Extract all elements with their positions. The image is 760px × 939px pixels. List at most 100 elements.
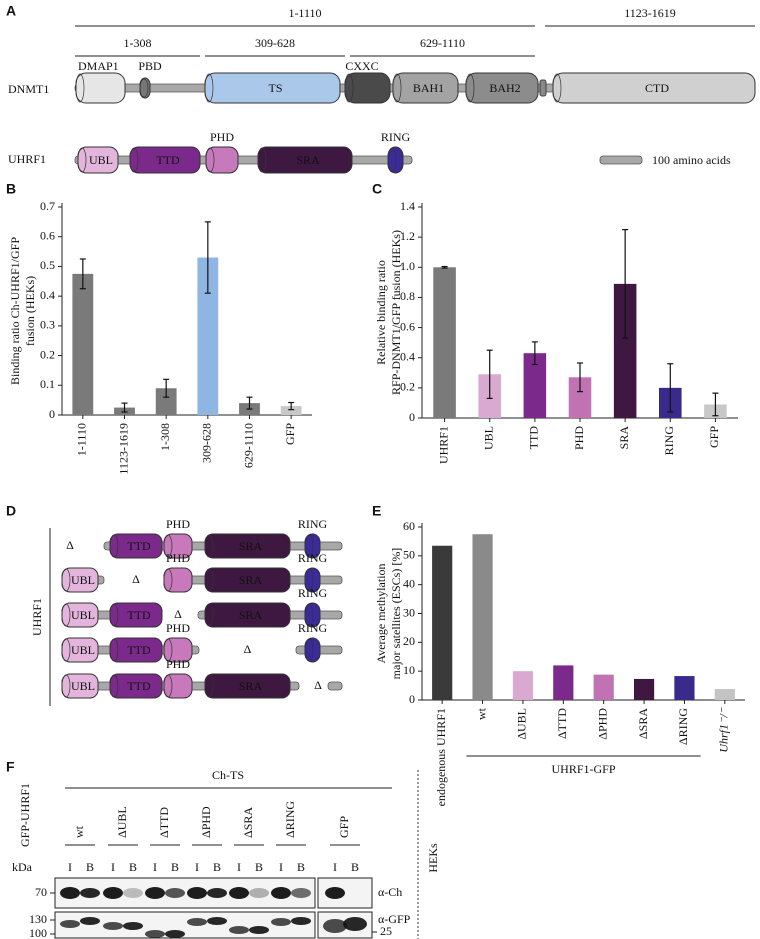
domain-end	[163, 568, 173, 592]
fraction-label: I	[195, 860, 199, 874]
x-tick-label: ΔUBL	[515, 708, 529, 740]
band	[229, 926, 249, 934]
antibody-label: α-Ch	[378, 885, 402, 899]
domain-label: SRA	[239, 573, 263, 587]
band	[187, 887, 207, 899]
panel-label: C	[372, 181, 382, 197]
domain-end	[61, 568, 71, 592]
marker-label: 25	[380, 924, 392, 938]
domain-label: SRA	[239, 679, 263, 693]
domain-end	[304, 603, 314, 627]
bar	[674, 676, 695, 700]
y-tick-label: 0	[409, 410, 415, 424]
deletion-mark: Δ	[132, 572, 140, 586]
bar	[593, 674, 614, 700]
x-tick-label: ΔTTD	[555, 708, 569, 739]
domain-label: CTD	[645, 81, 669, 95]
band	[249, 888, 269, 898]
band	[165, 888, 185, 898]
y-tick-label: 0.3	[40, 318, 55, 332]
bar	[512, 671, 534, 700]
lane-label: ΔUBL	[115, 806, 129, 838]
band	[145, 887, 165, 899]
bar	[613, 283, 637, 418]
range-label: 1123-1619	[624, 6, 676, 20]
band	[80, 917, 100, 925]
band	[123, 922, 143, 930]
domain-label: PHD	[166, 657, 190, 671]
domain-label: TS	[268, 81, 282, 95]
domain-end	[304, 534, 314, 558]
y-tick-label: 0	[409, 692, 415, 706]
antibody-label: α-GFP	[378, 912, 411, 926]
band	[187, 918, 207, 926]
domain-end	[61, 638, 71, 662]
panel-label: A	[6, 3, 16, 19]
domain-label: UBL	[71, 643, 95, 657]
bar	[553, 665, 574, 700]
domain-label: CXXC	[345, 59, 378, 73]
band	[291, 917, 311, 925]
x-tick-label: ΔPHD	[595, 708, 609, 740]
domain	[163, 673, 193, 699]
fraction-label: I	[333, 860, 337, 874]
y-tick-label: 50	[403, 548, 415, 562]
y-tick-label: 60	[403, 519, 415, 533]
x-tick-label: PHD	[572, 426, 586, 450]
bar	[197, 257, 219, 415]
y-tick-label: 0.2	[400, 380, 415, 394]
y-tick-label: 0.4	[40, 288, 55, 302]
protein-label: DNMT1	[8, 82, 49, 96]
x-tick-label: 1-1110	[75, 423, 89, 456]
domain-label: PHD	[166, 551, 190, 565]
band	[145, 930, 165, 938]
domain-end	[204, 568, 214, 592]
band	[165, 930, 185, 938]
band	[207, 888, 227, 898]
fraction-label: B	[255, 860, 263, 874]
bar	[714, 689, 735, 700]
fraction-label: B	[297, 860, 305, 874]
bar	[568, 377, 592, 418]
y-tick-label: 0.1	[40, 377, 55, 391]
domain-label: BAH2	[489, 81, 520, 95]
domain-end	[204, 603, 214, 627]
domain-label: RING	[298, 586, 328, 600]
band	[325, 887, 345, 899]
deletion-mark: Δ	[244, 642, 252, 656]
domain-end	[344, 73, 354, 103]
domain-end	[465, 73, 475, 103]
linker	[74, 155, 413, 165]
lane-label: ΔPHD	[199, 806, 213, 838]
domain-end	[61, 674, 71, 698]
y-tick-label: 10	[403, 663, 415, 677]
domain	[387, 146, 404, 174]
bar	[280, 406, 302, 415]
domain-end	[109, 603, 119, 627]
fraction-label: B	[213, 860, 221, 874]
band	[249, 926, 269, 934]
band	[229, 887, 249, 899]
domain-end	[304, 568, 314, 592]
fraction-label: I	[279, 860, 283, 874]
domain-end	[392, 73, 402, 103]
domain-label: UBL	[71, 679, 95, 693]
band	[103, 887, 123, 899]
domain-label: TTD	[127, 679, 151, 693]
deletion-mark: Δ	[174, 607, 182, 621]
y-tick-label: 1.0	[400, 259, 415, 273]
fraction-label: B	[351, 860, 359, 874]
domain-end	[75, 73, 85, 103]
x-tick-label: 309-628	[200, 423, 214, 463]
domain-end	[77, 147, 87, 173]
y-tick-label: 30	[403, 605, 415, 619]
x-tick-label: GFP	[707, 426, 721, 448]
y-tick-label: 0.8	[400, 289, 415, 303]
y-axis-label: Binding ratio Ch-UHRF1/GFP	[8, 237, 22, 385]
y-tick-label: 0.6	[40, 228, 55, 242]
bar	[633, 678, 655, 700]
band	[207, 917, 227, 925]
domain	[205, 146, 239, 174]
bar	[72, 273, 94, 415]
